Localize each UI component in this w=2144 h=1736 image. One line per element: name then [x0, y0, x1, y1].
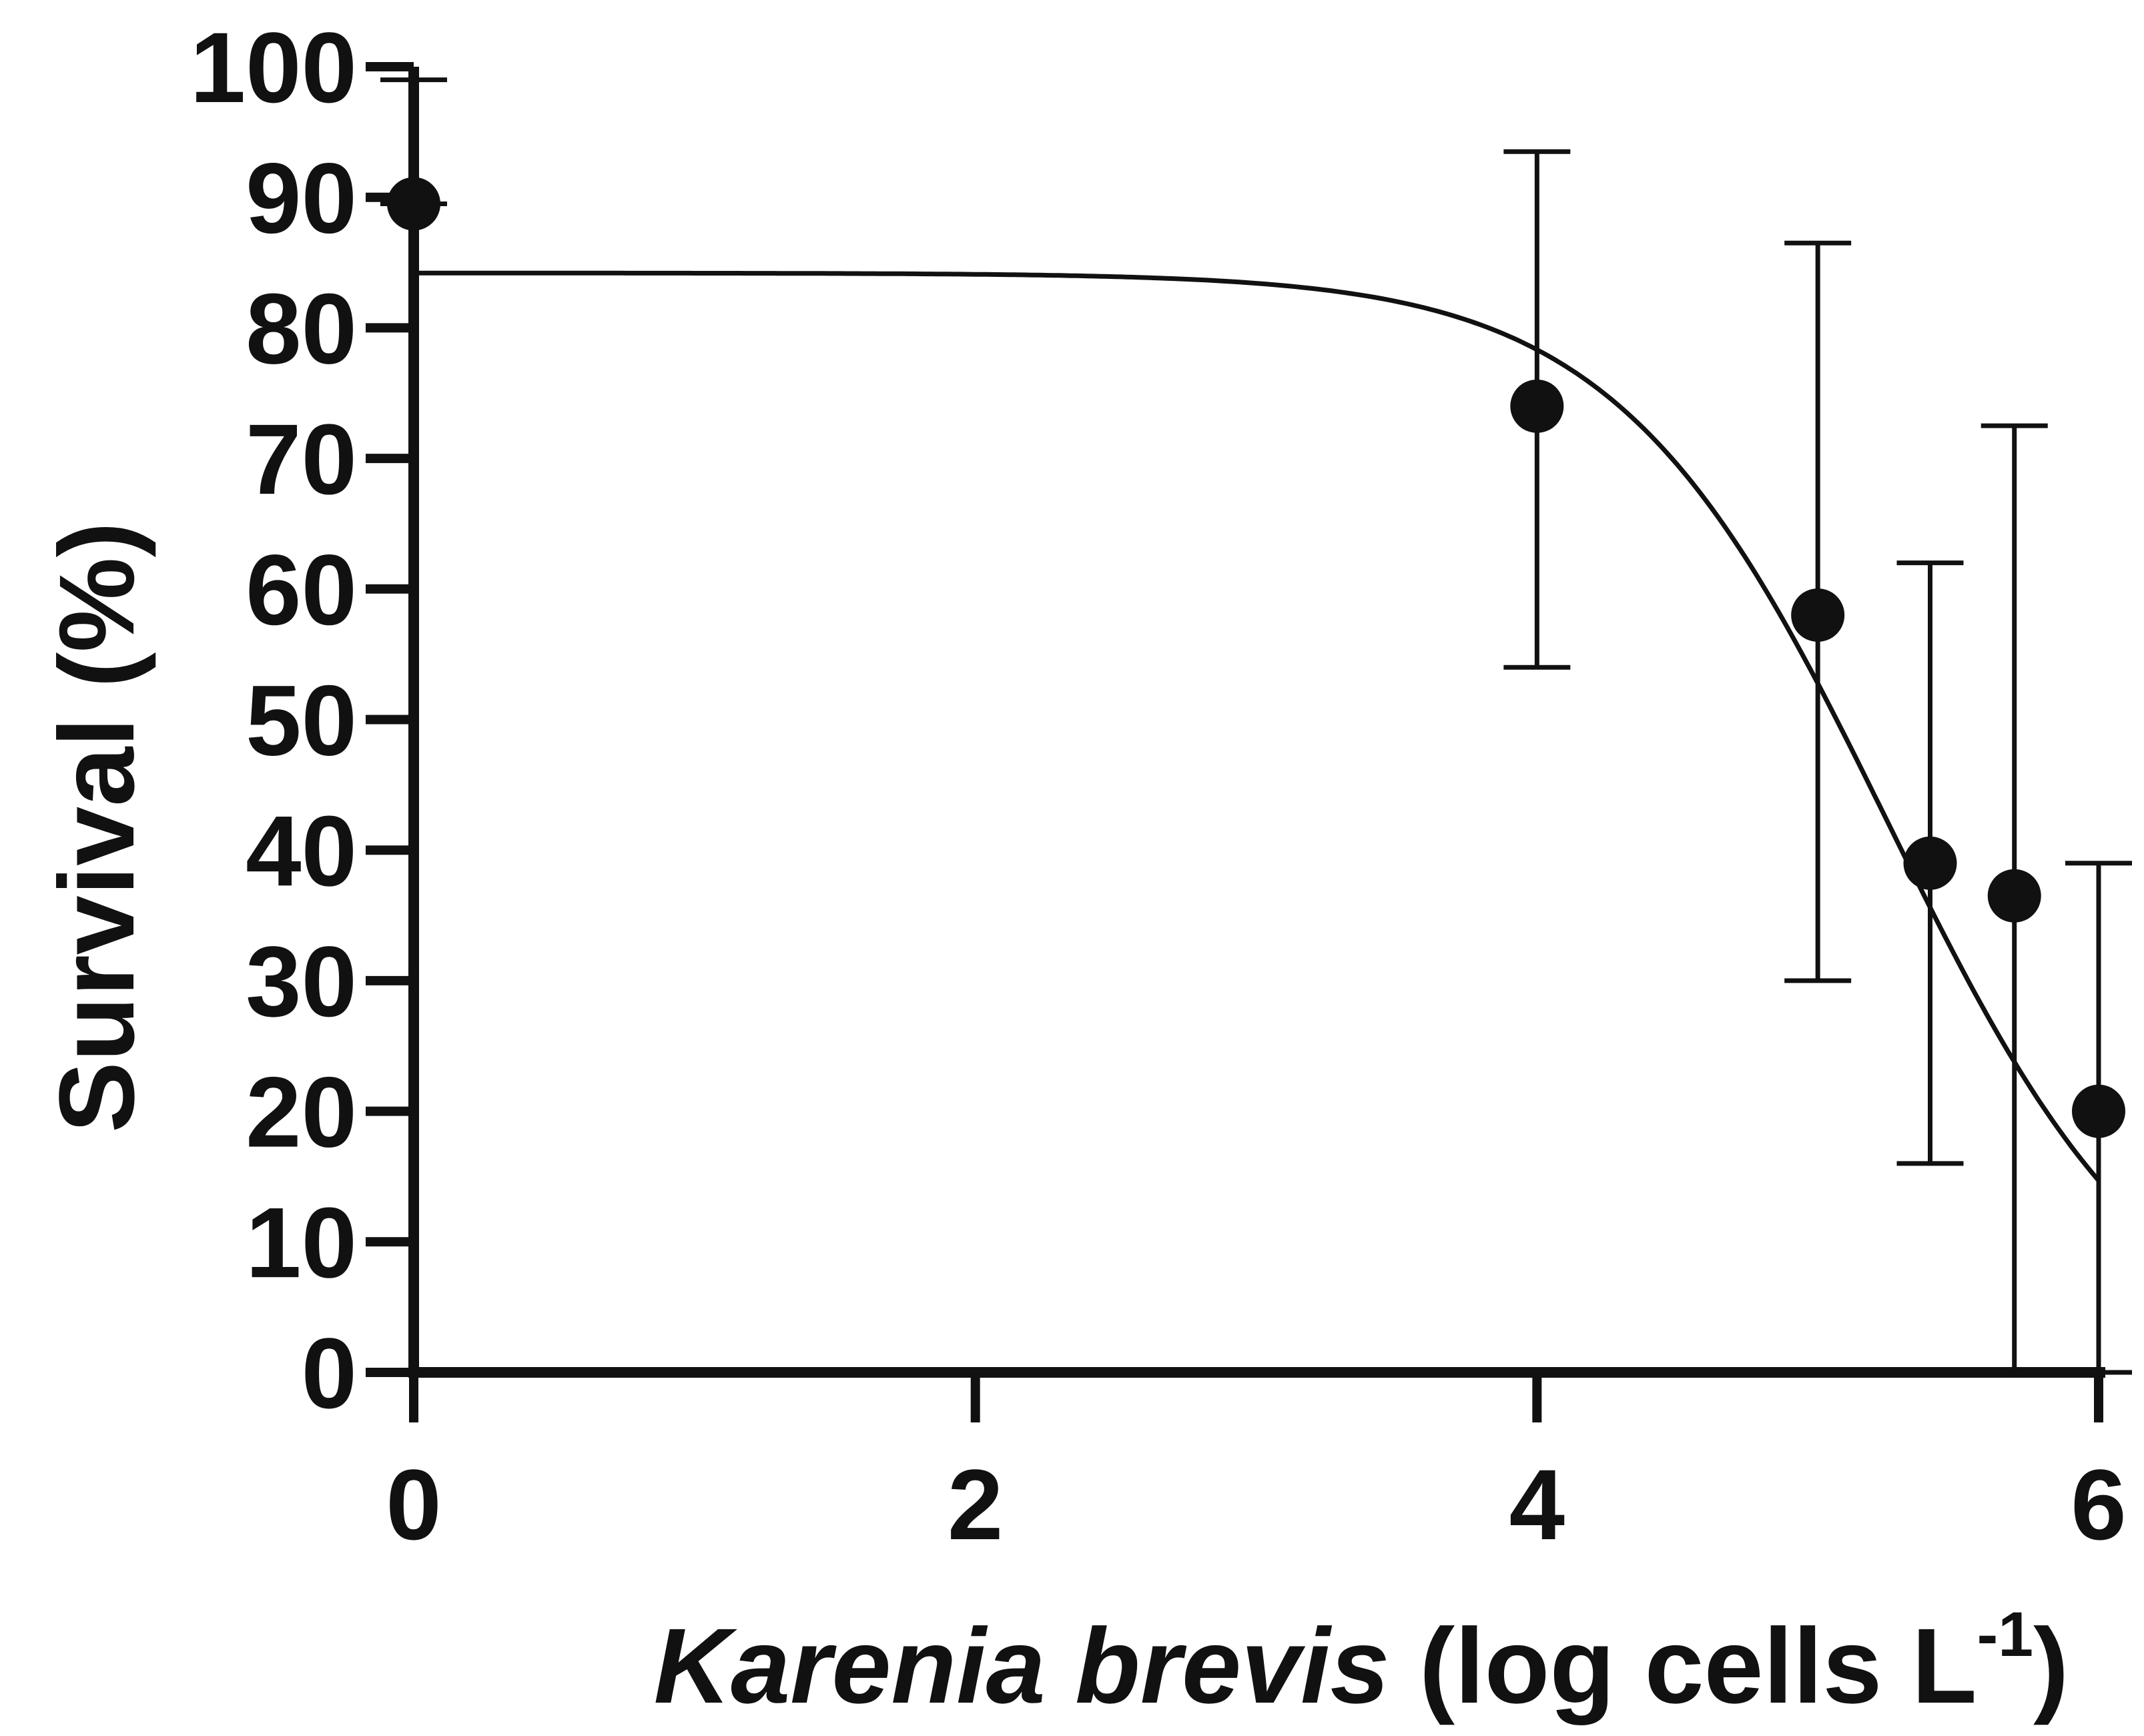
- y-axis-ticks: 0 10 20 30 40 50 60 70 80 90 100: [190, 11, 414, 1429]
- fit-curve: [414, 270, 2101, 1182]
- y-tick-label: 40: [246, 795, 357, 907]
- x-axis-title-unit: (log cells L: [1389, 1606, 1977, 1725]
- data-points: [387, 177, 2125, 1138]
- y-tick-label: 100: [190, 11, 357, 123]
- y-axis-title: Survival (%): [37, 522, 156, 1133]
- x-axis-title-superscript: -1: [1977, 1599, 2033, 1670]
- y-tick-label: 80: [246, 272, 357, 384]
- axes: [408, 67, 2105, 1378]
- y-tick-label: 60: [246, 534, 357, 646]
- x-tick-label: 0: [386, 1448, 441, 1561]
- data-point: [1791, 588, 1845, 642]
- data-point: [387, 177, 440, 231]
- x-tick-label: 4: [1509, 1448, 1565, 1561]
- x-axis-title: Karenia brevis (log cells L-1): [654, 1599, 2069, 1725]
- data-point: [1903, 836, 1957, 890]
- y-tick-label: 70: [246, 403, 357, 515]
- y-tick-label: 90: [246, 142, 357, 254]
- y-tick-label: 20: [246, 1056, 357, 1168]
- x-tick-label: 2: [948, 1448, 1003, 1561]
- y-tick-label: 0: [302, 1317, 357, 1429]
- x-axis-title-italic: Karenia brevis: [654, 1606, 1390, 1725]
- data-point: [1510, 379, 1564, 433]
- x-tick-label: 6: [2071, 1448, 2126, 1561]
- data-point: [2072, 1084, 2125, 1138]
- y-tick-label: 50: [246, 665, 357, 777]
- x-axis-title-close: ): [2033, 1606, 2069, 1725]
- y-tick-label: 10: [246, 1186, 357, 1298]
- y-tick-label: 30: [246, 925, 357, 1037]
- data-point: [1987, 869, 2041, 923]
- fit-curve-layer: [414, 270, 2101, 1182]
- x-axis-ticks: 0 2 4 6: [386, 1372, 2127, 1561]
